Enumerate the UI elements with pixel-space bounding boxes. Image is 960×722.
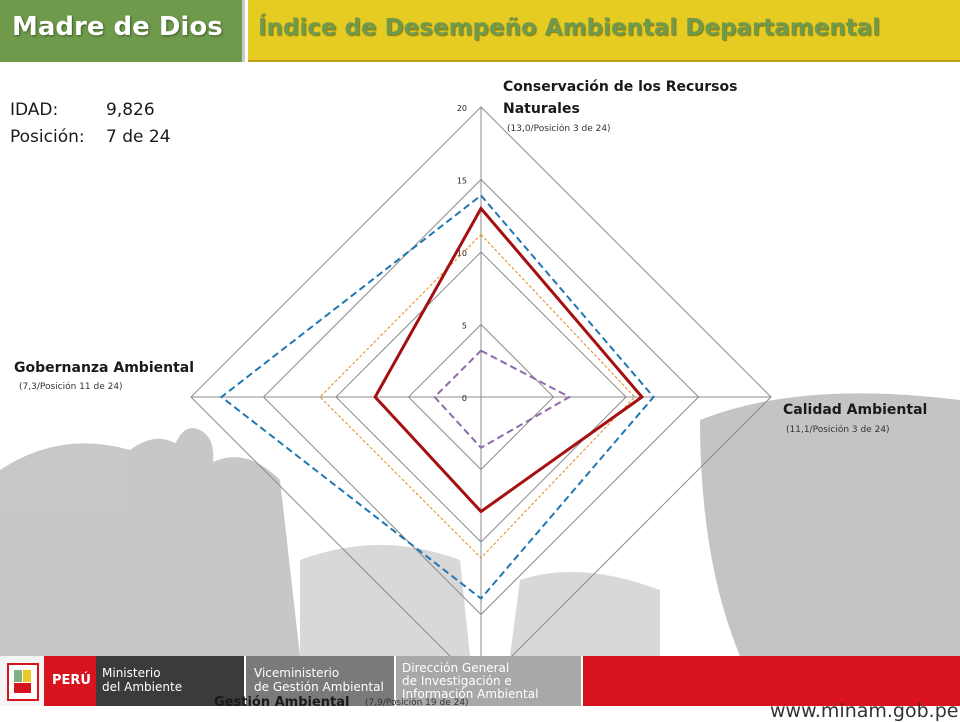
page-title: Índice de Desempeño Ambiental Departamen… — [258, 15, 881, 41]
rank-label: Posición: — [10, 127, 85, 147]
series-line-avg — [319, 233, 636, 559]
tick-label-15: 15 — [457, 177, 467, 186]
direction-block: Dirección General de Investigación e Inf… — [396, 656, 581, 706]
footer-red-band — [583, 656, 960, 706]
axis-title-conservacion-line1: Conservación de los Recursos — [503, 79, 738, 95]
vice-ministry-block: Viceministerio de Gestión Ambiental — [246, 656, 394, 706]
tick-label-20: 20 — [457, 104, 467, 113]
region-name: Madre de Dios — [12, 12, 223, 42]
ministry-block: Ministerio del Ambiente — [96, 656, 244, 706]
peru-label: PERÚ — [52, 673, 91, 688]
footer-bar: PERÚ Ministerio del Ambiente Viceministe… — [0, 656, 960, 720]
series-line-max — [219, 194, 655, 600]
axis-title-gestion: Gestión Ambiental — [214, 695, 350, 710]
rank-value: 7 de 24 — [106, 127, 171, 147]
dir-line1: Dirección General — [402, 661, 510, 675]
idad-label: IDAD: — [10, 100, 59, 120]
footer-url[interactable]: www.minam.gob.pe — [770, 700, 959, 722]
axis-sub-calidad: (11,1/Posición 3 de 24) — [786, 425, 890, 435]
series-line-main — [373, 205, 645, 514]
region-header: Madre de Dios — [0, 0, 245, 62]
axis-sub-conservacion: (13,0/Posición 3 de 24) — [507, 124, 611, 134]
axis-title-gobernanza: Gobernanza Ambiental — [14, 360, 195, 376]
tick-label-5: 5 — [462, 322, 467, 331]
idad-value: 9,826 — [106, 100, 155, 120]
peru-badge: PERÚ — [44, 656, 96, 706]
axis-title-calidad: Calidad Ambiental — [783, 402, 928, 418]
axis-sub-gestion: (7,9/Posición 19 de 24) — [365, 698, 469, 708]
series-line-min — [433, 349, 572, 450]
dir-line2: de Investigación e — [402, 674, 512, 688]
vice-line1: Viceministerio — [254, 666, 340, 680]
axis-title-conservacion-line2: Naturales — [503, 101, 580, 117]
ministry-line1: Ministerio — [102, 666, 161, 680]
peru-coat-of-arms-icon — [7, 663, 39, 701]
title-header: Índice de Desempeño Ambiental Departamen… — [248, 0, 960, 62]
tick-label-0: 0 — [462, 394, 467, 403]
axis-sub-gobernanza: (7,3/Posición 11 de 24) — [19, 382, 123, 392]
ministry-line2: del Ambiente — [102, 680, 183, 694]
vice-line2: de Gestión Ambiental — [254, 680, 384, 694]
dir-line3: Información Ambiental — [402, 687, 539, 701]
